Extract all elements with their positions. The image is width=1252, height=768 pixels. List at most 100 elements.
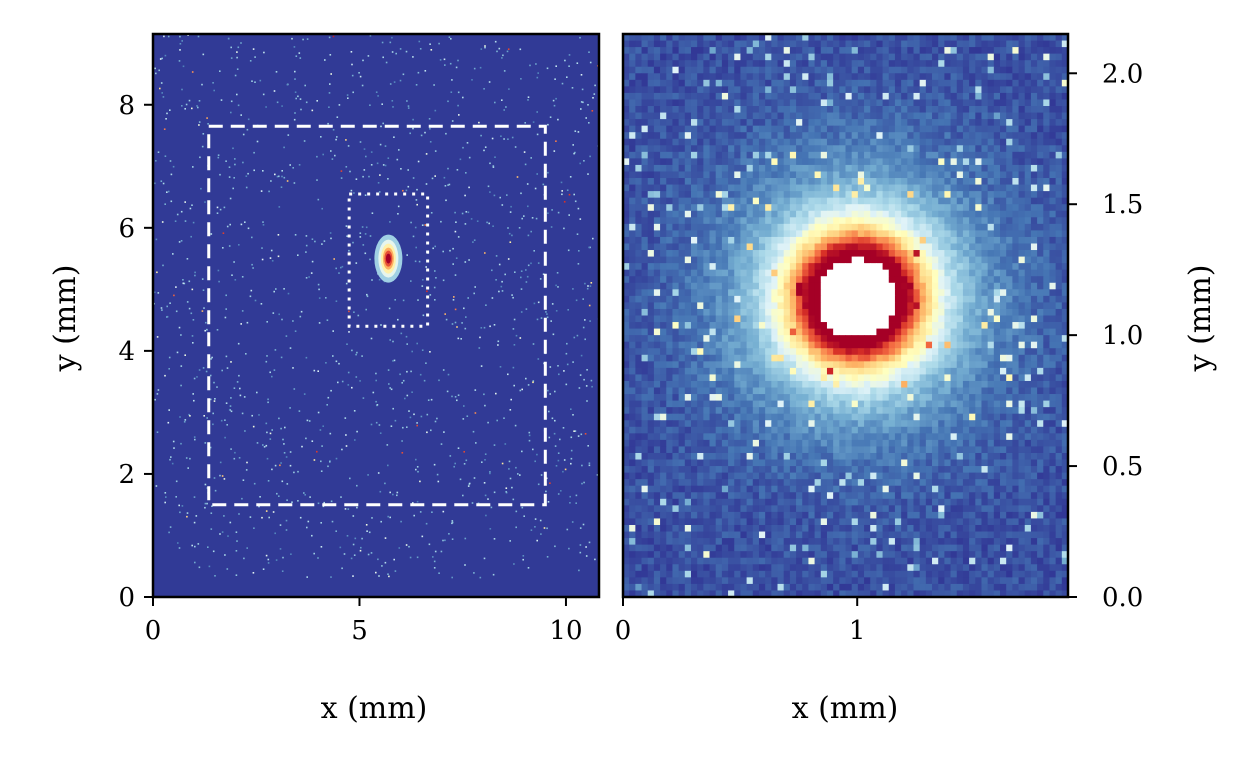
right-heatmap-pixel — [988, 243, 995, 250]
right-heatmap-pixel — [926, 296, 933, 303]
right-heatmap-pixel — [778, 178, 785, 185]
right-heatmap-pixel — [660, 296, 667, 303]
right-heatmap-pixel — [901, 250, 908, 257]
right-heatmap-pixel — [951, 289, 958, 296]
right-heatmap-pixel — [969, 185, 976, 192]
right-heatmap-pixel — [660, 99, 667, 106]
left-noise-pixel — [275, 349, 277, 351]
right-heatmap-pixel — [685, 296, 692, 303]
left-noise-pixel — [353, 311, 355, 313]
right-heatmap-pixel — [747, 191, 754, 198]
right-heatmap-pixel — [784, 355, 791, 362]
left-noise-pixel — [503, 138, 505, 140]
right-heatmap-pixel — [821, 329, 828, 336]
left-noise-pixel — [179, 416, 181, 418]
right-heatmap-pixel — [796, 99, 803, 106]
right-heatmap-pixel — [790, 211, 797, 218]
right-heatmap-pixel — [722, 47, 729, 54]
right-heatmap-pixel — [740, 113, 747, 120]
right-heatmap-pixel — [710, 152, 717, 159]
right-heatmap-pixel — [876, 309, 883, 316]
right-heatmap-pixel — [666, 93, 673, 100]
right-heatmap-pixel — [790, 165, 797, 172]
right-heatmap-pixel — [1049, 67, 1056, 74]
right-heatmap-pixel — [907, 47, 914, 54]
right-heatmap-pixel — [969, 329, 976, 336]
left-noise-pixel — [299, 410, 301, 412]
right-heatmap-pixel — [740, 348, 747, 355]
left-noise-pixel — [452, 263, 454, 265]
left-noise-pixel — [352, 575, 354, 577]
right-heatmap-pixel — [784, 191, 791, 198]
right-heatmap-pixel — [759, 165, 766, 172]
right-heatmap-pixel — [969, 67, 976, 74]
right-heatmap-pixel — [1037, 145, 1044, 152]
right-heatmap-pixel — [710, 230, 717, 237]
right-heatmap-pixel — [1037, 283, 1044, 290]
right-heatmap-pixel — [846, 80, 853, 87]
right-heatmap-pixel — [901, 47, 908, 54]
right-heatmap-pixel — [710, 47, 717, 54]
right-heatmap-pixel — [1012, 263, 1019, 270]
right-heatmap-pixel — [722, 335, 729, 342]
right-heatmap-pixel — [642, 204, 649, 211]
left-noise-pixel — [484, 459, 486, 461]
right-heatmap-pixel — [1031, 139, 1038, 146]
right-heatmap-pixel — [895, 178, 902, 185]
right-heatmap-pixel — [771, 139, 778, 146]
right-heatmap-pixel — [710, 198, 717, 205]
right-heatmap-pixel — [963, 211, 970, 218]
left-noise-pixel — [575, 502, 577, 504]
left-noise-pixel — [215, 490, 217, 492]
left-noise-pixel — [261, 303, 263, 305]
right-heatmap-pixel — [808, 158, 815, 165]
right-heatmap-pixel — [654, 41, 661, 48]
left-noise-pixel — [187, 301, 189, 303]
left-noise-pixel — [419, 261, 421, 263]
right-heatmap-pixel — [1056, 316, 1063, 323]
right-heatmap-pixel — [957, 106, 964, 113]
right-heatmap-pixel — [994, 296, 1001, 303]
right-heatmap-pixel — [1049, 47, 1056, 54]
right-heatmap-pixel — [753, 165, 760, 172]
right-heatmap-pixel — [969, 263, 976, 270]
right-heatmap-pixel — [944, 211, 951, 218]
left-noise-pixel — [528, 235, 530, 237]
right-heatmap-pixel — [716, 309, 723, 316]
right-heatmap-pixel — [969, 257, 976, 264]
right-heatmap-pixel — [944, 316, 951, 323]
right-heatmap-pixel — [648, 329, 655, 336]
right-heatmap-pixel — [691, 152, 698, 159]
right-heatmap-pixel — [648, 41, 655, 48]
left-noise-pixel — [282, 557, 284, 559]
left-noise-pixel — [348, 372, 350, 374]
right-heatmap-pixel — [846, 132, 853, 139]
left-noise-pixel — [337, 382, 339, 384]
right-heatmap-pixel — [703, 54, 710, 61]
left-noise-pixel — [362, 176, 364, 178]
right-heatmap-pixel — [728, 54, 735, 61]
right-heatmap-pixel — [802, 348, 809, 355]
right-heatmap-pixel — [944, 145, 951, 152]
right-heatmap-pixel — [815, 289, 822, 296]
left-noise-pixel — [424, 132, 426, 134]
left-noise-pixel — [286, 529, 288, 531]
right-heatmap-pixel — [975, 204, 982, 211]
left-noise-pixel — [456, 257, 458, 259]
right-heatmap-pixel — [660, 316, 667, 323]
right-heatmap-pixel — [1006, 191, 1013, 198]
left-noise-pixel — [389, 339, 391, 341]
right-heatmap-pixel — [642, 171, 649, 178]
right-heatmap-pixel — [728, 191, 735, 198]
right-heatmap-pixel — [635, 132, 642, 139]
right-heatmap-pixel — [907, 296, 914, 303]
right-heatmap-pixel — [672, 224, 679, 231]
right-heatmap-pixel — [796, 243, 803, 250]
right-heatmap-pixel — [728, 126, 735, 133]
right-heatmap-pixel — [1037, 119, 1044, 126]
right-heatmap-pixel — [753, 283, 760, 290]
left-noise-pixel — [193, 222, 195, 224]
left-noise-pixel — [234, 458, 236, 460]
left-noise-pixel — [266, 423, 268, 425]
left-noise-pixel — [415, 469, 417, 471]
